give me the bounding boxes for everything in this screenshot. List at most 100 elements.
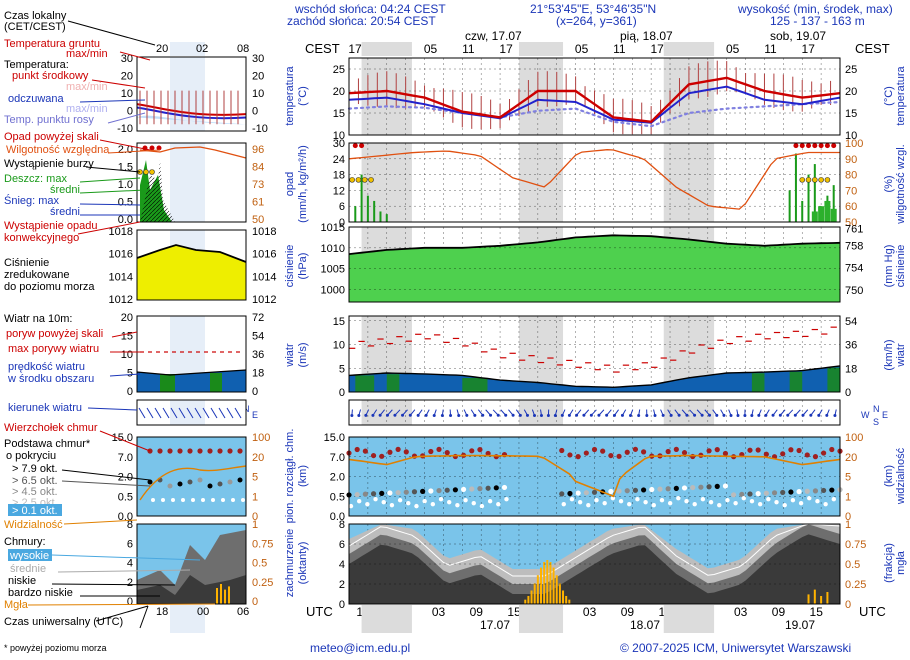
wind-direction-head xyxy=(669,413,673,417)
cloud-axis-left-unit: (km) xyxy=(297,465,309,487)
cloud-base-dot xyxy=(690,484,696,491)
cloud-base-dot xyxy=(821,487,827,494)
cloud-base-dot-low xyxy=(348,503,354,509)
wind-direction-head xyxy=(546,413,550,417)
legend-tick: 30 xyxy=(252,53,264,65)
cloud-base-dot-low xyxy=(708,499,714,505)
cloud-verylow-area xyxy=(349,534,840,604)
cloud-top-dot xyxy=(485,450,491,457)
legend-dew: Temp. punktu rosy xyxy=(4,114,94,126)
legend-tick: 0 xyxy=(127,596,133,608)
legend-temp-line xyxy=(136,103,247,116)
cloud-base-dot-low xyxy=(831,497,837,502)
legend-cloud-verylow xyxy=(137,575,246,604)
tick-left: 6 xyxy=(339,539,345,551)
cloud-base-dot xyxy=(632,487,639,493)
tick-right: 90 xyxy=(845,154,857,166)
cloud-base-dot xyxy=(722,483,729,489)
legend-pointer-line xyxy=(109,373,141,377)
storm-marker xyxy=(824,177,831,183)
cloud-base-dot xyxy=(804,488,810,494)
cloud-top-dot xyxy=(608,452,614,459)
legend-pointer-line xyxy=(79,177,141,183)
tz-left: CEST xyxy=(305,41,340,56)
cloud-base-dot-low xyxy=(561,501,566,507)
wind-direction-head xyxy=(553,413,557,417)
legend-tick: 10 xyxy=(121,349,133,361)
cloud-base-dot-low xyxy=(790,498,796,503)
fog-bar xyxy=(552,567,555,604)
compass-letter: S xyxy=(873,417,879,427)
legend-tick: 1012 xyxy=(252,294,276,306)
cloud-base-dot-low xyxy=(749,498,755,504)
rain-bar xyxy=(385,214,388,222)
compass-letter: N xyxy=(873,404,880,414)
wind-direction-head xyxy=(786,413,790,417)
legend-tick: 30 xyxy=(121,53,133,65)
legend-panel-border xyxy=(136,142,247,223)
cloud-base-dot xyxy=(362,491,368,497)
night-band xyxy=(518,143,564,222)
tick-left: 25 xyxy=(333,64,345,76)
rain-bar xyxy=(801,200,804,222)
wind-axis-left: wiatr xyxy=(284,343,296,368)
tick-right: 100 xyxy=(845,432,863,444)
legend-tick: 2 xyxy=(127,577,133,589)
wind-direction-head xyxy=(496,413,500,417)
cloud-base-dot-low xyxy=(586,502,591,508)
day-bottom-2: 18.07 xyxy=(630,618,660,632)
legend-pointer-line xyxy=(91,79,146,89)
legend-temp-maxmin: max/min xyxy=(66,81,108,93)
cloud-axis-right-unit: (km) xyxy=(883,465,895,487)
legend-tick: -10 xyxy=(252,123,268,135)
footer-email[interactable]: meteo@icm.edu.pl xyxy=(310,641,410,655)
hour-label-top: 11 xyxy=(764,42,777,56)
legend-night-band xyxy=(170,42,205,56)
night-band xyxy=(518,316,564,392)
wind-direction-head xyxy=(378,413,382,417)
cloud-top-dot xyxy=(444,450,450,456)
temp-axis-right: temperatura xyxy=(895,65,907,125)
wind-direction-head xyxy=(722,413,726,417)
fog-bar xyxy=(807,594,810,604)
wind-direction-head xyxy=(489,413,493,417)
wind-direction-head xyxy=(539,413,543,417)
cloud-top-dot xyxy=(477,447,483,453)
cloud-base-dot-low xyxy=(594,498,599,503)
hour-label-top: 05 xyxy=(424,42,438,56)
legend-night-band xyxy=(170,57,205,131)
wind-direction-head xyxy=(801,413,805,417)
legend-high-box xyxy=(8,549,52,561)
legend-cloud-dot xyxy=(147,479,153,485)
legend-okt-79: > 7.9 okt. xyxy=(12,463,58,475)
cloud-top-dot xyxy=(469,448,475,454)
legend-tick: 8 xyxy=(127,519,133,531)
legend-direction-arrow xyxy=(138,407,146,419)
precip-axis-right: wilgotność wzgl. xyxy=(895,144,907,224)
legend-tick: 1 xyxy=(252,519,258,531)
cloud-base-dot-low xyxy=(839,499,845,505)
cloud-top-dot xyxy=(616,453,622,459)
fog-bar xyxy=(543,562,546,604)
legend-wind: Wiatr na 10m: xyxy=(4,313,72,325)
legend-pointer-line xyxy=(79,203,141,206)
legend-night-band xyxy=(170,605,205,633)
night-band-header xyxy=(518,42,564,56)
legend-cloud-white-dot xyxy=(181,498,185,502)
legend-tick: 0 xyxy=(252,386,258,398)
legend-tick: 15.0 xyxy=(112,432,133,444)
rain-mean-bar xyxy=(824,200,831,222)
sunset-text: zachód słońca: 20:54 CEST xyxy=(287,14,436,28)
tick-left: 7.0 xyxy=(330,452,345,464)
legend-cloud-top-dot xyxy=(227,448,233,454)
cloud-base-dot xyxy=(731,492,737,498)
cloud-base-dot-low xyxy=(438,497,444,502)
cloud-base-dot-low xyxy=(455,502,460,508)
cloud-top-dot xyxy=(624,449,630,455)
wind-direction-head xyxy=(764,413,768,417)
pressure-axis-right: ciśnienie xyxy=(895,245,907,288)
cloud-base-dot-low xyxy=(406,500,411,506)
legend-pointer-line xyxy=(61,469,151,481)
cloud-base-dot-low xyxy=(569,497,575,502)
legend-direction-arrow xyxy=(210,407,218,419)
